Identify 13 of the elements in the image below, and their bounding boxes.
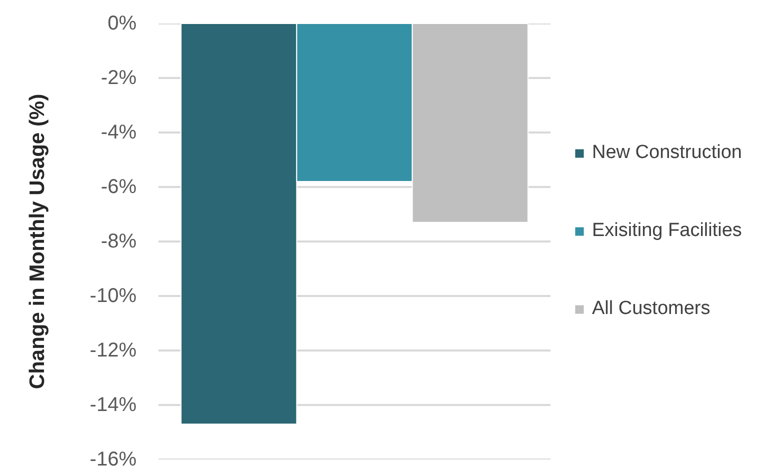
- y-tick-label: -14%: [90, 394, 137, 416]
- y-tick-label: -8%: [100, 230, 137, 252]
- legend-label: All Customers: [592, 297, 710, 321]
- y-tick-label: -16%: [90, 448, 137, 470]
- y-tick-label: -10%: [90, 285, 137, 307]
- y-tick-label: -4%: [100, 122, 137, 144]
- y-tick-label: -2%: [100, 67, 137, 89]
- legend-label: New Construction: [592, 141, 742, 165]
- y-tick-label: 0%: [108, 12, 137, 34]
- y-tick-label: -6%: [100, 176, 137, 198]
- legend-label: Exisiting Facilities: [592, 219, 742, 243]
- y-axis-title: Change in Monthly Usage (%): [26, 94, 49, 390]
- y-tick-label: -12%: [90, 340, 137, 362]
